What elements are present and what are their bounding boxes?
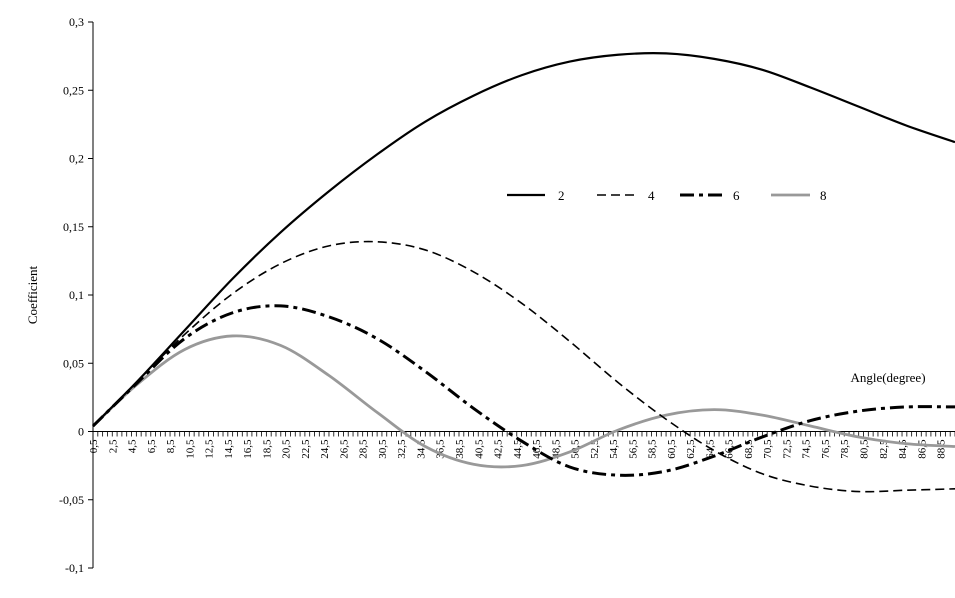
y-tick-label: 0 (78, 425, 84, 439)
x-tick-label: 24,5 (319, 439, 331, 459)
x-tick-label: 70,5 (762, 439, 774, 459)
y-tick-label: -0,05 (59, 493, 84, 507)
x-tick-label: 28,5 (358, 439, 370, 459)
x-tick-label: 30,5 (377, 439, 389, 459)
x-tick-label: 68,5 (743, 439, 755, 459)
x-tick-label: 42,5 (493, 439, 505, 459)
y-tick-label: 0,2 (69, 152, 84, 166)
x-tick-label: 18,5 (261, 439, 273, 459)
x-tick-label: 86,5 (916, 439, 928, 459)
legend-label-2: 2 (558, 188, 565, 203)
x-tick-label: 10,5 (184, 439, 196, 459)
legend-label-6: 6 (733, 188, 740, 203)
x-tick-label: 82,5 (878, 439, 890, 459)
x-tick-label: 0,5 (88, 439, 100, 453)
x-tick-label: 38,5 (454, 439, 466, 459)
x-tick-label: 88,5 (936, 439, 948, 459)
legend-label-8: 8 (820, 188, 827, 203)
y-tick-label: 0,1 (69, 288, 84, 302)
x-tick-label: 58,5 (647, 439, 659, 459)
x-tick-label: 56,5 (627, 439, 639, 459)
x-tick-label: 74,5 (801, 439, 813, 459)
x-tick-label: 12,5 (204, 439, 216, 459)
x-tick-label: 52,5 (589, 439, 601, 459)
x-tick-label: 2,5 (107, 439, 119, 453)
x-tick-label: 60,5 (666, 439, 678, 459)
y-tick-label: 0,05 (63, 356, 84, 370)
x-tick-label: 76,5 (820, 439, 832, 459)
series-line-8 (92, 334, 955, 469)
x-axis-title: Angle(degree) (850, 370, 925, 385)
x-tick-label: 72,5 (781, 439, 793, 459)
x-tick-label: 16,5 (242, 439, 254, 459)
series-line-4 (92, 240, 955, 493)
series-line-2 (92, 52, 955, 427)
x-tick-label: 14,5 (223, 439, 235, 459)
x-tick-label: 22,5 (300, 439, 312, 459)
x-tick-label: 20,5 (281, 439, 293, 459)
y-tick-label: -0,1 (65, 561, 84, 575)
y-axis-title: Coefficient (25, 265, 40, 324)
x-tick-label: 40,5 (473, 439, 485, 459)
y-tick-label: 0,25 (63, 83, 84, 97)
x-tick-label: 80,5 (859, 439, 871, 459)
y-tick-label: 0,15 (63, 220, 84, 234)
x-tick-label: 48,5 (550, 439, 562, 459)
x-tick-label: 26,5 (338, 439, 350, 459)
x-tick-label: 32,5 (396, 439, 408, 459)
x-tick-label: 44,5 (512, 439, 524, 459)
x-tick-label: 78,5 (839, 439, 851, 459)
x-tick-label: 4,5 (127, 439, 139, 453)
x-tick-label: 54,5 (608, 439, 620, 459)
legend-label-4: 4 (648, 188, 655, 203)
x-tick-label: 62,5 (685, 439, 697, 459)
x-tick-label: 6,5 (146, 439, 158, 453)
series-line-6 (91, 304, 955, 477)
x-tick-label: 8,5 (165, 439, 177, 453)
y-tick-label: 0,3 (69, 15, 84, 29)
